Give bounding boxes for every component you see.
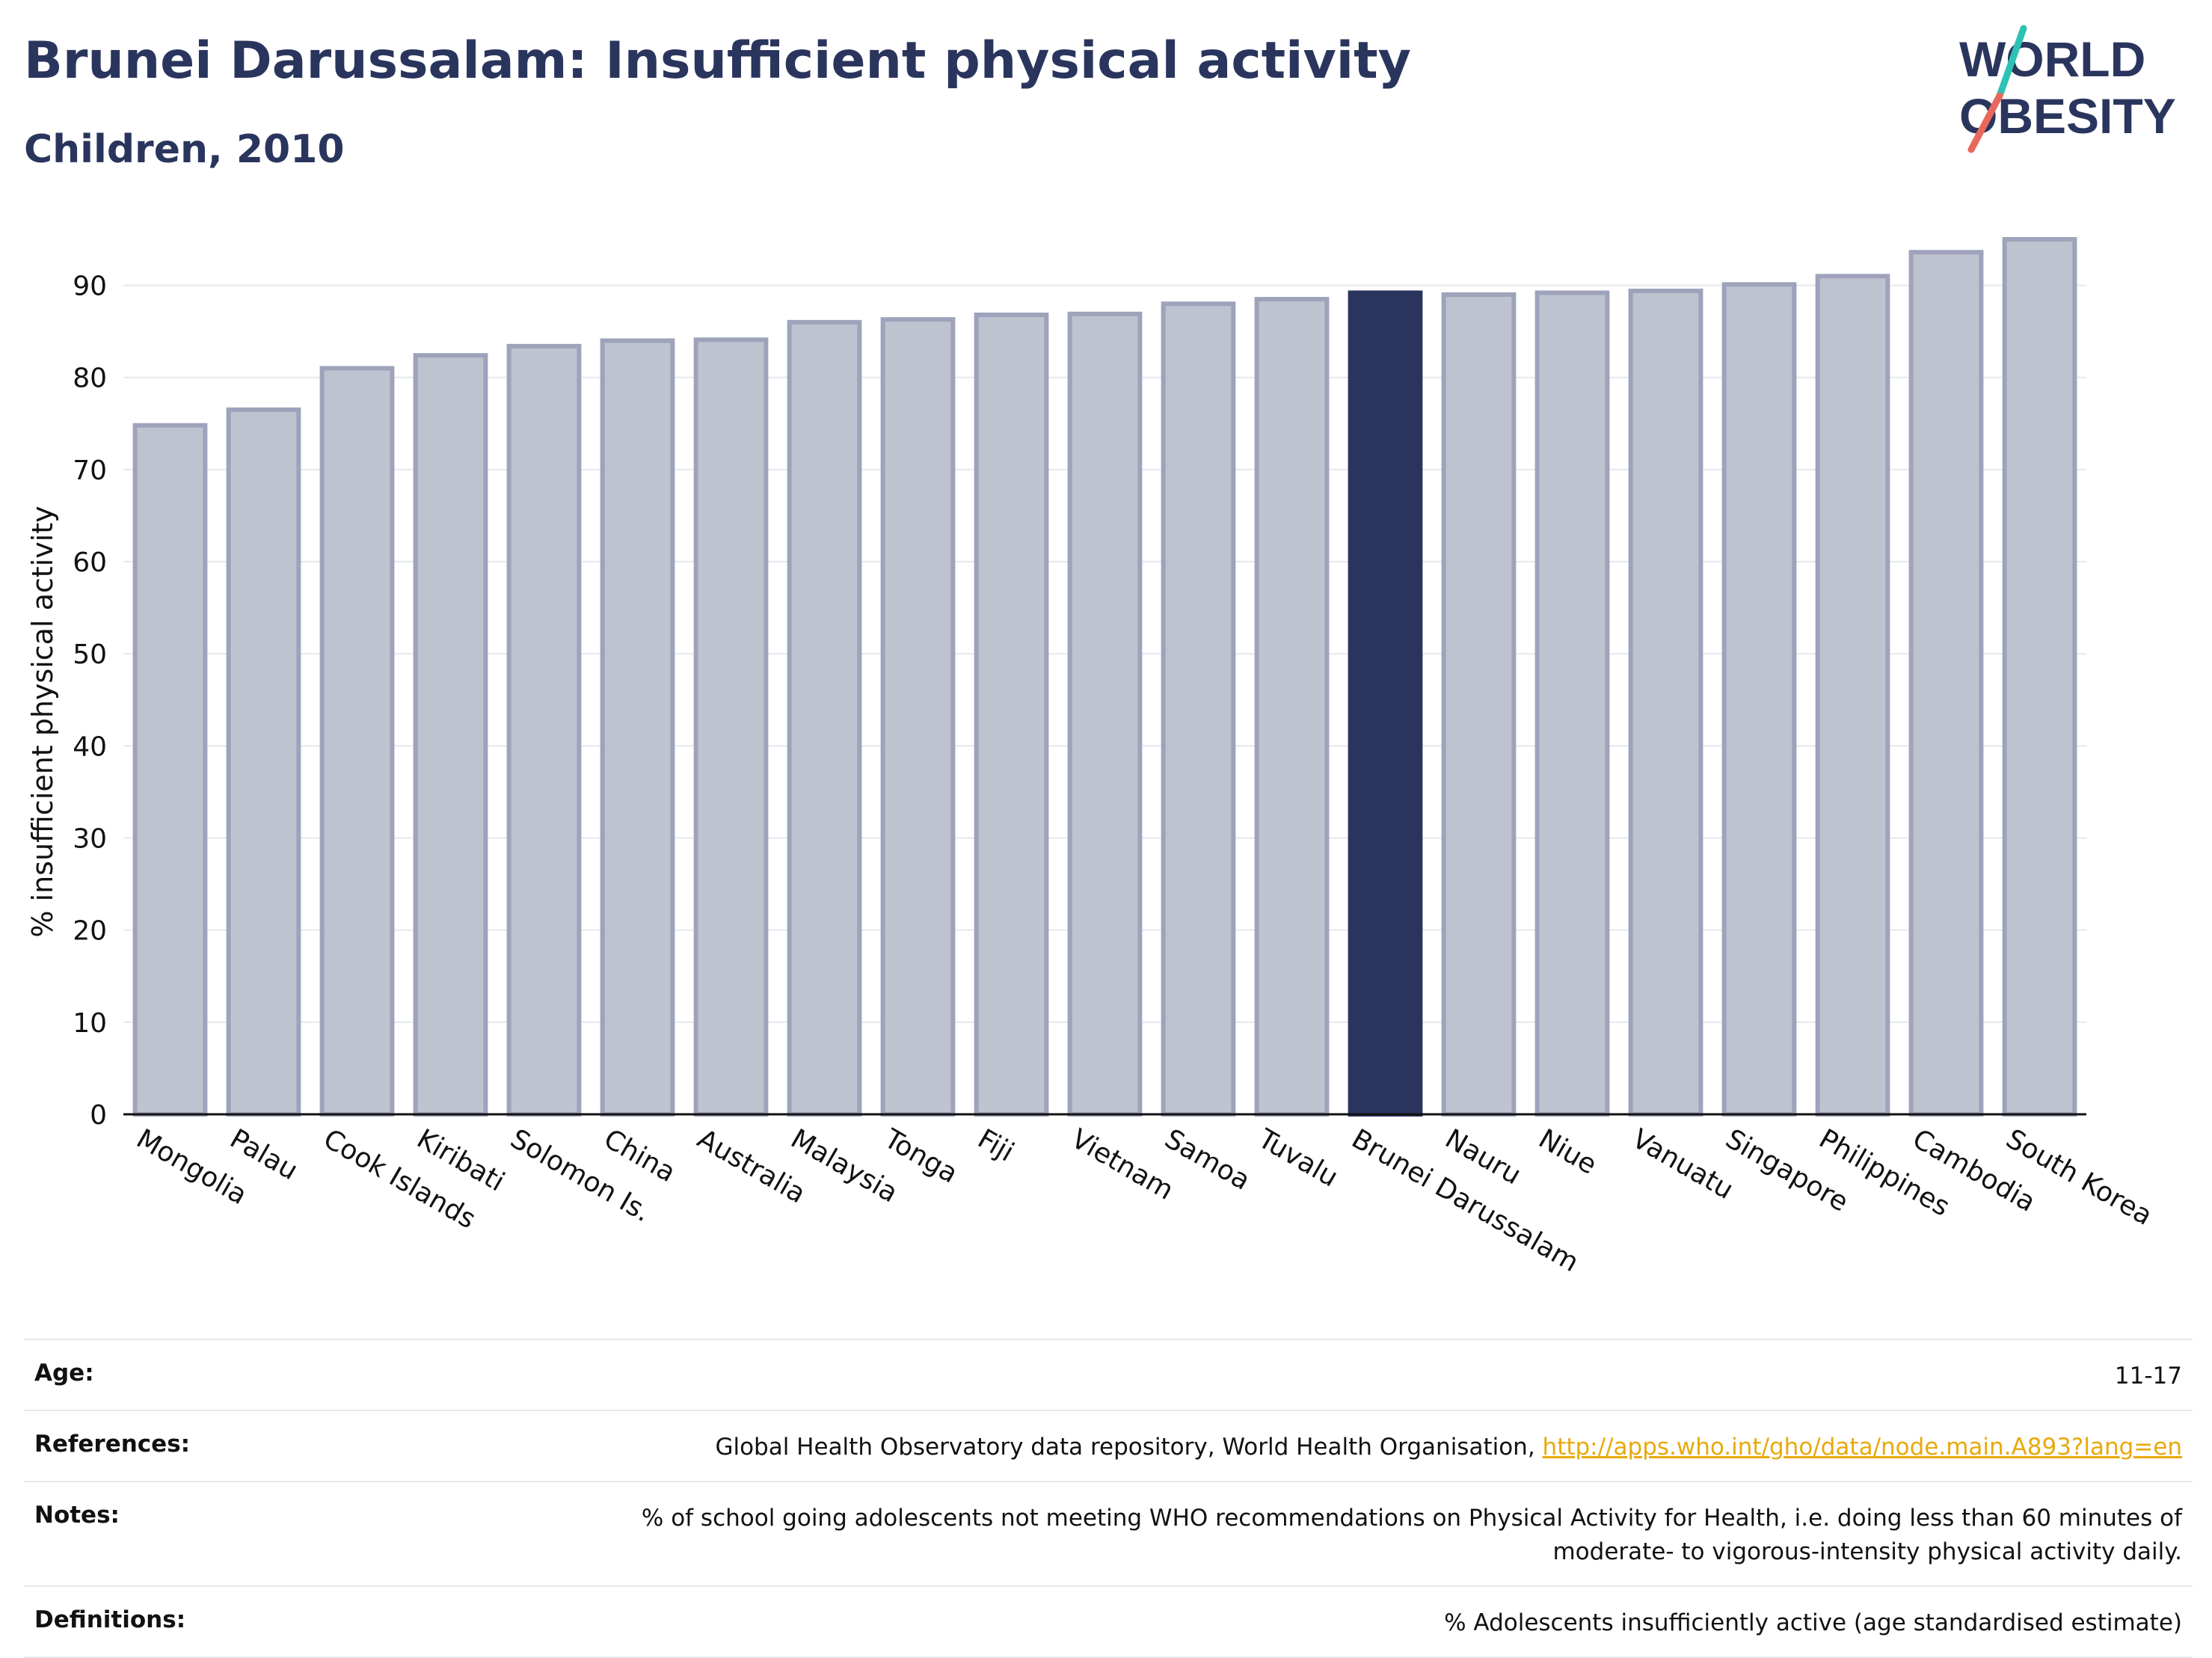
meta-row-age: Age: 11-17 [24,1339,2193,1410]
y-tick-label: 50 [73,639,107,670]
meta-row-notes: Notes: % of school going adolescents not… [24,1480,2193,1585]
y-tick-label: 30 [73,824,107,855]
logo-slash-red [1967,92,2003,153]
meta-row-references: References: Global Health Observatory da… [24,1409,2193,1481]
y-tick-label: 0 [90,1100,107,1131]
bar [1067,311,1143,1117]
bar [1161,301,1236,1117]
bar [319,366,395,1117]
x-tick-label: Niue [1534,1123,1602,1180]
bar [1534,290,1610,1117]
notes-line2: moderate- to vigorous-intensity physical… [1552,1538,2182,1565]
bar [506,343,582,1117]
bar [1628,288,1703,1117]
logo-slash-teal [1996,25,2027,99]
bar [1441,292,1517,1117]
x-tick-label: Malaysia [786,1123,903,1209]
bar-highlight [1348,290,1423,1117]
references-link[interactable]: http://apps.who.int/gho/data/node.main.A… [1542,1433,2182,1461]
definitions-label: Definitions: [34,1606,186,1633]
y-tick-label: 70 [73,455,107,486]
age-value: 11-17 [2114,1363,2182,1390]
y-tick-label: 20 [73,916,107,947]
logo-line1: WORLD [1959,31,2145,87]
bar [1815,274,1890,1117]
bar [132,423,208,1117]
world-obesity-logo: WORLD OBESITY [1959,25,2176,153]
bar [1254,297,1330,1117]
page-title: Brunei Darussalam: Insufficient physical… [24,31,1411,90]
references-label: References: [34,1430,191,1458]
definitions-value: % Adolescents insufficiently active (age… [1444,1609,2182,1636]
y-tick-label: 90 [73,271,107,302]
y-tick-labels: 0 10 20 30 40 50 60 70 80 90 [73,271,107,1131]
x-tick-label: Tuvalu [1253,1123,1343,1194]
bar [2002,237,2077,1117]
references-value: Global Health Observatory data repositor… [715,1431,2182,1464]
x-tick-label: Vanuatu [1627,1123,1739,1206]
notes-value: % of school going adolescents not meetin… [642,1502,2182,1569]
bar [787,319,862,1117]
bar [1721,282,1797,1117]
y-tick-label: 10 [73,1008,107,1039]
y-axis-label: % insufficient physical activity [26,506,59,937]
y-tick-label: 60 [73,547,107,578]
bar [226,407,301,1117]
x-tick-label: Vietnam [1066,1123,1179,1206]
x-tick-label: Fiji [973,1123,1019,1168]
metadata-table: Age: 11-17 References: Global Health Obs… [24,1339,2193,1658]
y-tick-label: 40 [73,731,107,762]
bar [974,312,1049,1117]
chart-bars [132,237,2077,1117]
bar [693,337,769,1117]
meta-row-definitions: Definitions: % Adolescents insufficientl… [24,1585,2193,1658]
y-tick-label: 80 [73,363,107,394]
bar [413,353,488,1117]
references-text: Global Health Observatory data repositor… [715,1433,1543,1461]
bar [880,317,956,1117]
page-subtitle: Children, 2010 [24,127,345,172]
bar [1908,250,1984,1117]
notes-label: Notes: [34,1501,120,1529]
age-label: Age: [34,1360,94,1387]
notes-line1: % of school going adolescents not meetin… [641,1504,2182,1532]
bar [600,338,675,1117]
